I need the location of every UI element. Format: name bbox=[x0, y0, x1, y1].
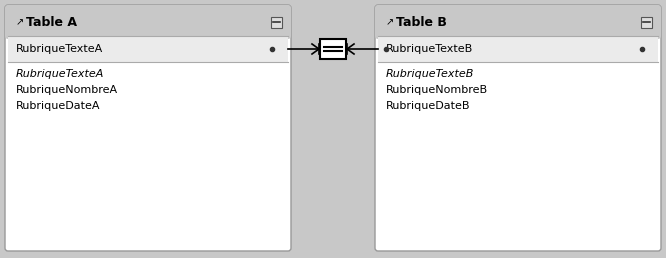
Text: RubriqueDateA: RubriqueDateA bbox=[16, 101, 101, 111]
Text: RubriqueNombreA: RubriqueNombreA bbox=[16, 85, 118, 95]
FancyBboxPatch shape bbox=[375, 5, 661, 251]
Bar bbox=[271, 17, 282, 28]
Text: RubriqueNombreB: RubriqueNombreB bbox=[386, 85, 488, 95]
Text: RubriqueTexteB: RubriqueTexteB bbox=[386, 44, 474, 54]
Bar bbox=[379, 22, 657, 36]
Text: RubriqueTexteA: RubriqueTexteA bbox=[16, 69, 105, 79]
Text: Table A: Table A bbox=[26, 15, 77, 28]
Bar bbox=[320, 39, 346, 59]
Text: RubriqueTexteB: RubriqueTexteB bbox=[386, 69, 474, 79]
Bar bbox=[378, 36, 658, 62]
Text: RubriqueDateB: RubriqueDateB bbox=[386, 101, 470, 111]
FancyBboxPatch shape bbox=[375, 5, 661, 39]
Text: Table B: Table B bbox=[396, 15, 447, 28]
Bar bbox=[8, 36, 288, 62]
Text: ↗: ↗ bbox=[386, 17, 394, 27]
FancyBboxPatch shape bbox=[5, 5, 291, 39]
Bar bbox=[9, 22, 287, 36]
Text: ↗: ↗ bbox=[16, 17, 24, 27]
FancyBboxPatch shape bbox=[5, 5, 291, 251]
Bar bbox=[641, 17, 652, 28]
Text: RubriqueTexteA: RubriqueTexteA bbox=[16, 44, 103, 54]
